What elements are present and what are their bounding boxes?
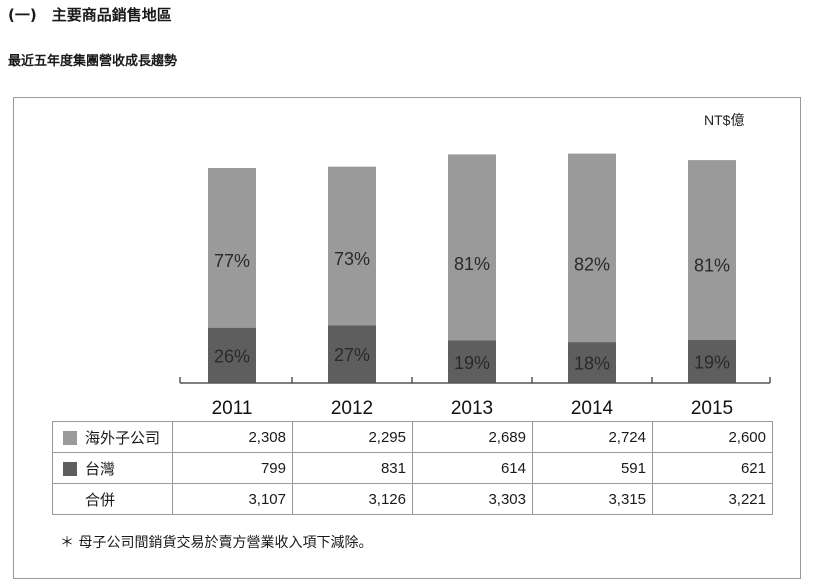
bar-overseas-2012	[328, 166, 376, 326]
section-title: (一) 主要商品銷售地區	[8, 6, 172, 24]
bar-taiwan-2013	[448, 340, 496, 383]
bar-taiwan-2015	[688, 340, 736, 383]
legend-swatch-taiwan	[63, 461, 77, 476]
table-cell: 3,221	[652, 483, 773, 515]
row-label: 合併	[85, 491, 116, 509]
row-label-cell: 台灣	[52, 452, 173, 484]
table-row: 合併 3,107 3,126 3,303 3,315 3,221	[52, 483, 773, 515]
pct-label-taiwan-2014: 18%	[574, 354, 610, 374]
bar-overseas-2011	[208, 167, 256, 328]
footnote: ＊ 母子公司間銷貨交易於賣方營業收入項下減除。	[60, 535, 373, 551]
row-label: 台灣	[85, 460, 116, 478]
bar-overseas-2014	[568, 153, 616, 343]
pct-label-overseas-2012: 73%	[334, 249, 370, 269]
pct-label-overseas-2011: 77%	[214, 251, 250, 271]
pct-label-taiwan-2013: 19%	[454, 353, 490, 373]
table-cell: 3,107	[172, 483, 293, 515]
x-tick-label-2014: 2014	[571, 398, 614, 419]
table-cell: 2,724	[532, 421, 653, 453]
row-label-cell: 海外子公司	[52, 421, 173, 453]
x-tick-label-2013: 2013	[451, 398, 493, 419]
row-label-cell: 合併	[52, 483, 173, 515]
pct-label-overseas-2014: 82%	[574, 254, 610, 274]
x-tick-label-2015: 2015	[691, 398, 733, 419]
table-cell: 621	[652, 452, 773, 484]
bar-overseas-2015	[688, 160, 736, 341]
table-cell: 3,126	[292, 483, 413, 515]
table-cell: 3,315	[532, 483, 653, 515]
table-cell: 831	[292, 452, 413, 484]
chart-frame	[13, 97, 801, 579]
table-cell: 799	[172, 452, 293, 484]
row-label: 海外子公司	[85, 429, 161, 447]
table-cell: 2,689	[412, 421, 533, 453]
pct-label-taiwan-2011: 26%	[214, 346, 250, 366]
table-cell: 591	[532, 452, 653, 484]
stacked-bar-chart: NT$億 77% 26% 2011 73% 27% 2012 81% 19% 2013 82% 18…	[179, 112, 771, 419]
table-row: 台灣 799 831 614 591 621	[52, 452, 773, 484]
legend-swatch-overseas	[63, 430, 77, 445]
data-table: 海外子公司 2,308 2,295 2,689 2,724 2,600 台灣 799 831 61…	[52, 421, 773, 515]
table-cell: 2,308	[172, 421, 293, 453]
table-row: 海外子公司 2,308 2,295 2,689 2,724 2,600	[52, 421, 773, 453]
pct-label-overseas-2015: 81%	[694, 256, 730, 276]
bar-taiwan-2011	[208, 327, 256, 383]
table-cell: 2,295	[292, 421, 413, 453]
unit-label: NT$億	[704, 112, 744, 128]
bar-taiwan-2014	[568, 342, 616, 383]
pct-label-taiwan-2015: 19%	[694, 353, 730, 373]
chart-subtitle: 最近五年度集團營收成長趨勢	[8, 54, 178, 69]
pct-label-taiwan-2012: 27%	[334, 345, 370, 365]
table-cell: 3,303	[412, 483, 533, 515]
bar-overseas-2013	[448, 154, 496, 341]
pct-label-overseas-2013: 81%	[454, 254, 490, 274]
table-cell: 614	[412, 452, 533, 484]
bar-taiwan-2012	[328, 325, 376, 383]
table-cell: 2,600	[652, 421, 773, 453]
x-tick-label-2012: 2012	[331, 398, 373, 419]
x-tick-label-2011: 2011	[212, 398, 253, 419]
